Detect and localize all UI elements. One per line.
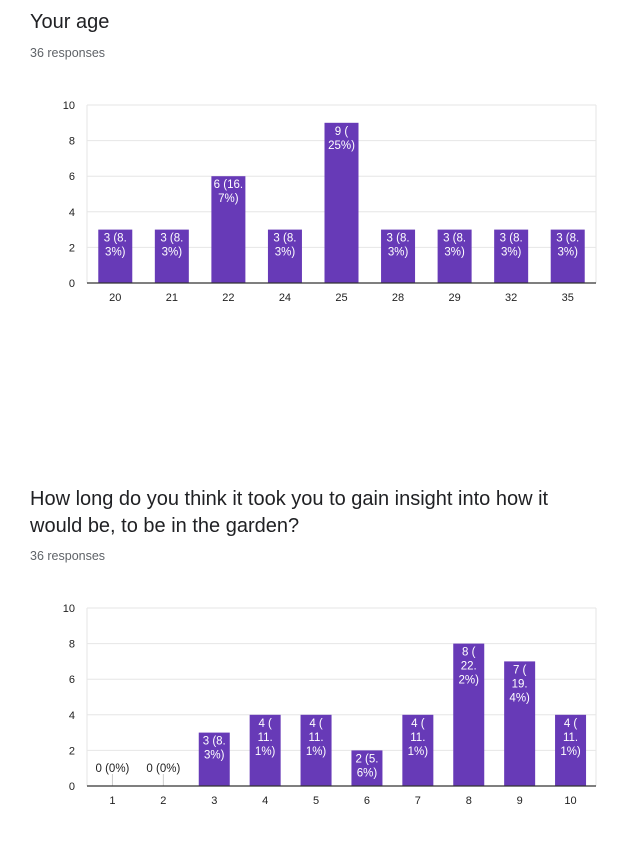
x-tick-label: 4 xyxy=(262,795,268,807)
bar-data-label: 1%) xyxy=(560,746,581,758)
bar-data-label: 25%) xyxy=(328,140,355,152)
bar-data-label: 8 ( xyxy=(462,647,476,659)
bar xyxy=(555,714,587,786)
bar xyxy=(300,714,332,786)
bar-data-label: 19. xyxy=(512,678,528,690)
y-tick-label: 0 xyxy=(69,278,75,290)
bar xyxy=(98,229,133,283)
y-tick-label: 6 xyxy=(69,171,75,183)
bar-data-label: 1%) xyxy=(306,746,327,758)
bar-data-label: 0 (0%) xyxy=(96,763,130,775)
bar-data-label: 3%) xyxy=(501,247,522,259)
bar-data-label: 3 (8. xyxy=(500,233,523,245)
question-title-age: Your age xyxy=(30,11,110,33)
bar-data-label: 1%) xyxy=(408,746,429,758)
bar-data-label: 4 ( xyxy=(564,718,578,730)
x-tick-label: 22 xyxy=(222,292,234,304)
bar-data-label: 4%) xyxy=(509,692,530,704)
x-tick-label: 10 xyxy=(564,795,576,807)
insight-duration-bar-chart: 0 2 4 6 8 10 0 (0%) 1 0 (0%) 2 3 (8. 3%) 3 4 ( 11. 1%) 4… xyxy=(63,603,597,807)
response-count-insight: 36 responses xyxy=(30,549,106,563)
x-tick-label: 3 xyxy=(211,795,217,807)
bar-data-label: 2 (5. xyxy=(355,753,378,765)
bar-data-label: 6 (16. xyxy=(214,179,243,191)
bar-data-label: 3%) xyxy=(388,247,409,259)
x-tick-label: 32 xyxy=(505,292,517,304)
bar-data-label: 3 (8. xyxy=(556,233,579,245)
x-tick-label: 5 xyxy=(313,795,319,807)
bar xyxy=(437,229,472,283)
bar-data-label: 3 (8. xyxy=(104,233,127,245)
bar-data-label: 7%) xyxy=(218,193,239,205)
bar-data-label: 11. xyxy=(410,732,425,744)
x-tick-label: 21 xyxy=(166,292,178,304)
x-tick-label: 9 xyxy=(517,795,523,807)
bar xyxy=(504,661,536,786)
y-tick-label: 10 xyxy=(63,100,75,112)
bar-data-label: 0 (0%) xyxy=(146,763,180,775)
bar-data-label: 6%) xyxy=(357,767,378,779)
bar-data-label: 11. xyxy=(258,732,273,744)
bar-data-label: 3%) xyxy=(204,750,225,762)
bar-data-label: 9 ( xyxy=(335,126,349,138)
y-tick-label: 4 xyxy=(69,710,75,722)
bar-data-label: 22. xyxy=(461,661,477,673)
bar-data-label: 3%) xyxy=(557,247,578,259)
bar xyxy=(211,176,246,283)
y-tick-label: 0 xyxy=(69,781,75,793)
bar-data-label: 3%) xyxy=(105,247,126,259)
bar-data-label: 1%) xyxy=(255,746,276,758)
bar-data-label: 3%) xyxy=(275,247,296,259)
bar-data-label: 3 (8. xyxy=(273,233,296,245)
y-tick-label: 4 xyxy=(69,207,75,219)
x-tick-label: 25 xyxy=(335,292,347,304)
bar xyxy=(494,229,529,283)
bar xyxy=(249,714,281,786)
question-title-insight: How long do you think it took you to gai… xyxy=(30,488,549,537)
bar xyxy=(351,750,383,786)
x-tick-label: 28 xyxy=(392,292,404,304)
x-tick-label: 8 xyxy=(466,795,472,807)
y-tick-label: 2 xyxy=(69,242,75,254)
bar-data-label: 11. xyxy=(308,732,323,744)
response-count-age: 36 responses xyxy=(30,46,106,60)
bar xyxy=(402,714,434,786)
bar-data-label: 11. xyxy=(563,732,578,744)
bar xyxy=(453,643,485,786)
x-tick-label: 6 xyxy=(364,795,370,807)
x-tick-label: 7 xyxy=(415,795,421,807)
bar-data-label: 3 (8. xyxy=(160,233,183,245)
y-tick-label: 8 xyxy=(69,136,75,148)
x-tick-label: 29 xyxy=(448,292,460,304)
x-tick-label: 2 xyxy=(160,795,166,807)
x-tick-label: 35 xyxy=(562,292,574,304)
bar xyxy=(324,122,359,283)
bar xyxy=(198,732,230,786)
bar xyxy=(267,229,302,283)
bar-data-label: 3 (8. xyxy=(443,233,466,245)
y-tick-label: 8 xyxy=(69,639,75,651)
bar-data-label: 3 (8. xyxy=(387,233,410,245)
x-tick-label: 24 xyxy=(279,292,291,304)
bar xyxy=(154,229,189,283)
bar-data-label: 3%) xyxy=(444,247,465,259)
bar-data-label: 4 ( xyxy=(411,718,425,730)
y-tick-label: 6 xyxy=(69,674,75,686)
bar-data-label: 4 ( xyxy=(258,718,272,730)
bar-data-label: 2%) xyxy=(459,675,480,687)
x-tick-label: 20 xyxy=(109,292,121,304)
bar-data-label: 3 (8. xyxy=(203,736,226,748)
bar-data-label: 7 ( xyxy=(513,664,527,676)
bar-data-label: 4 ( xyxy=(309,718,323,730)
y-tick-label: 10 xyxy=(63,603,75,615)
bar xyxy=(381,229,416,283)
y-tick-label: 2 xyxy=(69,745,75,757)
x-tick-label: 1 xyxy=(109,795,115,807)
bar xyxy=(550,229,585,283)
bar-data-label: 3%) xyxy=(162,247,183,259)
